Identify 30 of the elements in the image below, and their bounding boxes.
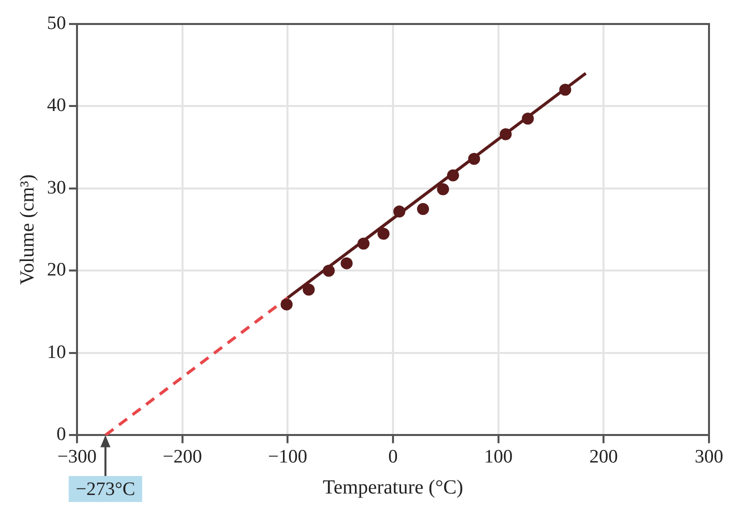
point [468,152,480,165]
x-tick-label: 100 [484,446,513,468]
y-tick-label: 10 [47,342,66,363]
y-tick-label: 50 [47,12,66,34]
y-tick-label: 40 [47,95,66,116]
point [393,206,406,218]
y-axis-title: Volume (cm³) [16,174,38,285]
y-tick-label: 20 [47,260,66,281]
point [322,264,335,277]
x-tick-label: −200 [162,446,202,468]
point [522,112,534,125]
x-tick-label: 0 [388,446,398,468]
x-tick-label: −100 [268,446,308,468]
point [559,84,572,96]
point [358,238,370,250]
x-axis-title: Temperature (°C) [322,476,464,498]
y-tick-label: 30 [47,177,66,198]
point [417,203,430,216]
x-tick-label: 300 [694,446,724,468]
point [280,298,293,310]
x-tick-label: −300 [57,446,97,468]
point [500,128,512,140]
point [447,169,460,182]
point [302,284,315,296]
y-tick-label: 0 [56,424,66,446]
point [378,228,390,240]
point [340,257,353,270]
annotation: −273°C [76,478,136,500]
point [437,183,450,196]
x-tick-label: 200 [589,446,618,468]
